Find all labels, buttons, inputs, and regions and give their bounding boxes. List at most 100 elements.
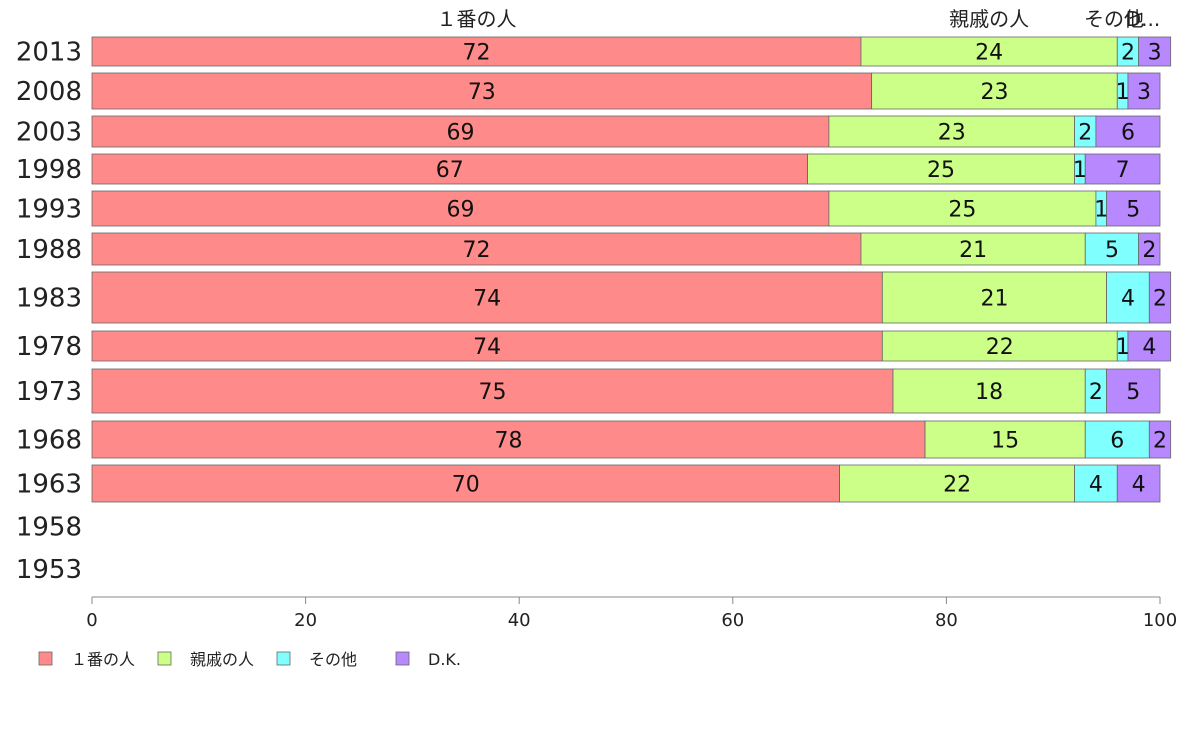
bar-segment: [1106, 368, 1161, 414]
bar-value-label: 2: [1153, 429, 1167, 454]
bar-segment: [881, 330, 1118, 362]
bar-value-label: 25: [948, 198, 976, 223]
bar-segment: [871, 72, 1118, 110]
legend-swatch: [38, 651, 53, 666]
bar-segment: [1127, 72, 1161, 110]
bar-segment: [1084, 232, 1140, 266]
legend-label: その他: [309, 650, 357, 669]
bar-value-label: 2: [1121, 41, 1135, 66]
year-label: 1998: [16, 155, 82, 185]
series-header-label: D...: [1126, 7, 1160, 31]
legend-swatch: [276, 651, 291, 666]
x-tick-label: 20: [294, 610, 317, 631]
bar-value-label: 74: [473, 335, 501, 360]
bar-segment: [91, 232, 862, 266]
legend-label: 親戚の人: [190, 650, 254, 669]
bar-value-label: 3: [1148, 41, 1162, 66]
bar-segment: [91, 330, 883, 362]
year-label: 2008: [16, 77, 82, 107]
bar-value-label: 3: [1137, 80, 1151, 105]
bar-value-label: 1: [1116, 335, 1130, 360]
bar-segment: [91, 420, 926, 459]
legend-label: １番の人: [71, 650, 135, 669]
legend: １番の人 親戚の人 その他 D.K.: [38, 650, 461, 669]
bar-value-label: 6: [1110, 429, 1124, 454]
bar-segment: [807, 153, 1075, 185]
year-label: 1958: [16, 513, 82, 543]
bar-segment: [881, 271, 1108, 324]
bar-segment: [1074, 464, 1118, 503]
bar-segment: [1127, 330, 1172, 362]
bar-value-label: 73: [468, 80, 496, 105]
year-label: 2013: [16, 38, 82, 68]
series-header-label: １番の人: [436, 7, 516, 31]
bar-value-label: 23: [980, 80, 1008, 105]
year-axis-labels: 2013 2008 2003 1998 1993 1988 1983 1978 1973 1968…: [16, 38, 82, 586]
bar-value-label: 2: [1089, 380, 1103, 405]
bar-value-label: 5: [1105, 238, 1119, 263]
x-axis: 0 20 40 60 80 100: [86, 596, 1177, 631]
bar-value-label: 1: [1116, 80, 1130, 105]
bar-value-label: 23: [938, 121, 966, 146]
bar-segment: [91, 153, 808, 185]
series-header-label: その他: [1084, 7, 1144, 31]
bar-segment: [1138, 232, 1161, 266]
bar-segment: [91, 72, 873, 110]
bar-value-label: 22: [943, 473, 971, 498]
bar-value-label: 25: [927, 158, 955, 183]
bar-value-label: 2: [1078, 121, 1092, 146]
bar-value-label: 72: [462, 238, 490, 263]
bar-value-label: 21: [980, 287, 1008, 312]
bar-segment: [1084, 153, 1161, 185]
bar-value-label: 22: [986, 335, 1014, 360]
bar-value-label: 75: [479, 380, 507, 405]
bar-value-label: 18: [975, 380, 1003, 405]
bar-value-label: 74: [473, 287, 501, 312]
bar-value-label: 4: [1089, 473, 1103, 498]
bar-value-label: 6: [1121, 121, 1135, 146]
bar-segment: [860, 232, 1086, 266]
year-label: 1978: [16, 332, 82, 362]
bar-segment: [839, 464, 1075, 503]
year-label: 1963: [16, 470, 82, 500]
series-header-label: 親戚の人: [949, 7, 1029, 31]
x-tick-label: 0: [86, 610, 97, 631]
bar-value-label: 1: [1094, 198, 1108, 223]
bar-value-label: 5: [1126, 198, 1140, 223]
bar-segment: [1148, 420, 1172, 459]
year-label: 1983: [16, 284, 82, 314]
year-label: 1993: [16, 195, 82, 225]
x-tick-label: 60: [721, 610, 744, 631]
bar-value-label: 5: [1126, 380, 1140, 405]
bar-segment: [828, 115, 1075, 148]
legend-label: D.K.: [428, 650, 461, 669]
legend-swatch: [157, 651, 172, 666]
x-tick-label: 80: [935, 610, 958, 631]
year-label: 1953: [16, 555, 82, 585]
bar-segment: [1106, 271, 1150, 324]
bar-segment: [91, 464, 840, 503]
bar-segment: [1148, 271, 1172, 324]
bar-value-label: 78: [495, 429, 523, 454]
year-label: 1988: [16, 235, 82, 265]
year-label: 1968: [16, 426, 82, 456]
legend-swatch: [395, 651, 410, 666]
bar-value-label: 4: [1121, 287, 1135, 312]
bar-segment: [1106, 190, 1161, 227]
bar-value-label: 2: [1142, 238, 1156, 263]
bar-segment: [91, 115, 830, 148]
bar-segments: 72 24 2 373 23 1 369 23 2 667 25 1 769 25 1 572 21 5 274 21…: [91, 36, 1172, 503]
bar-value-label: 67: [436, 158, 464, 183]
bar-value-label: 72: [462, 41, 490, 66]
bar-segment: [1095, 115, 1161, 148]
year-label: 2003: [16, 118, 82, 148]
bar-value-label: 69: [446, 121, 474, 146]
bar-value-label: 7: [1116, 158, 1130, 183]
x-tick-label: 40: [508, 610, 531, 631]
series-header-labels: １番の人 親戚の人 その他D...: [436, 7, 1160, 31]
x-tick-label: 100: [1143, 610, 1177, 631]
bar-segment: [892, 368, 1086, 414]
bar-value-label: 21: [959, 238, 987, 263]
